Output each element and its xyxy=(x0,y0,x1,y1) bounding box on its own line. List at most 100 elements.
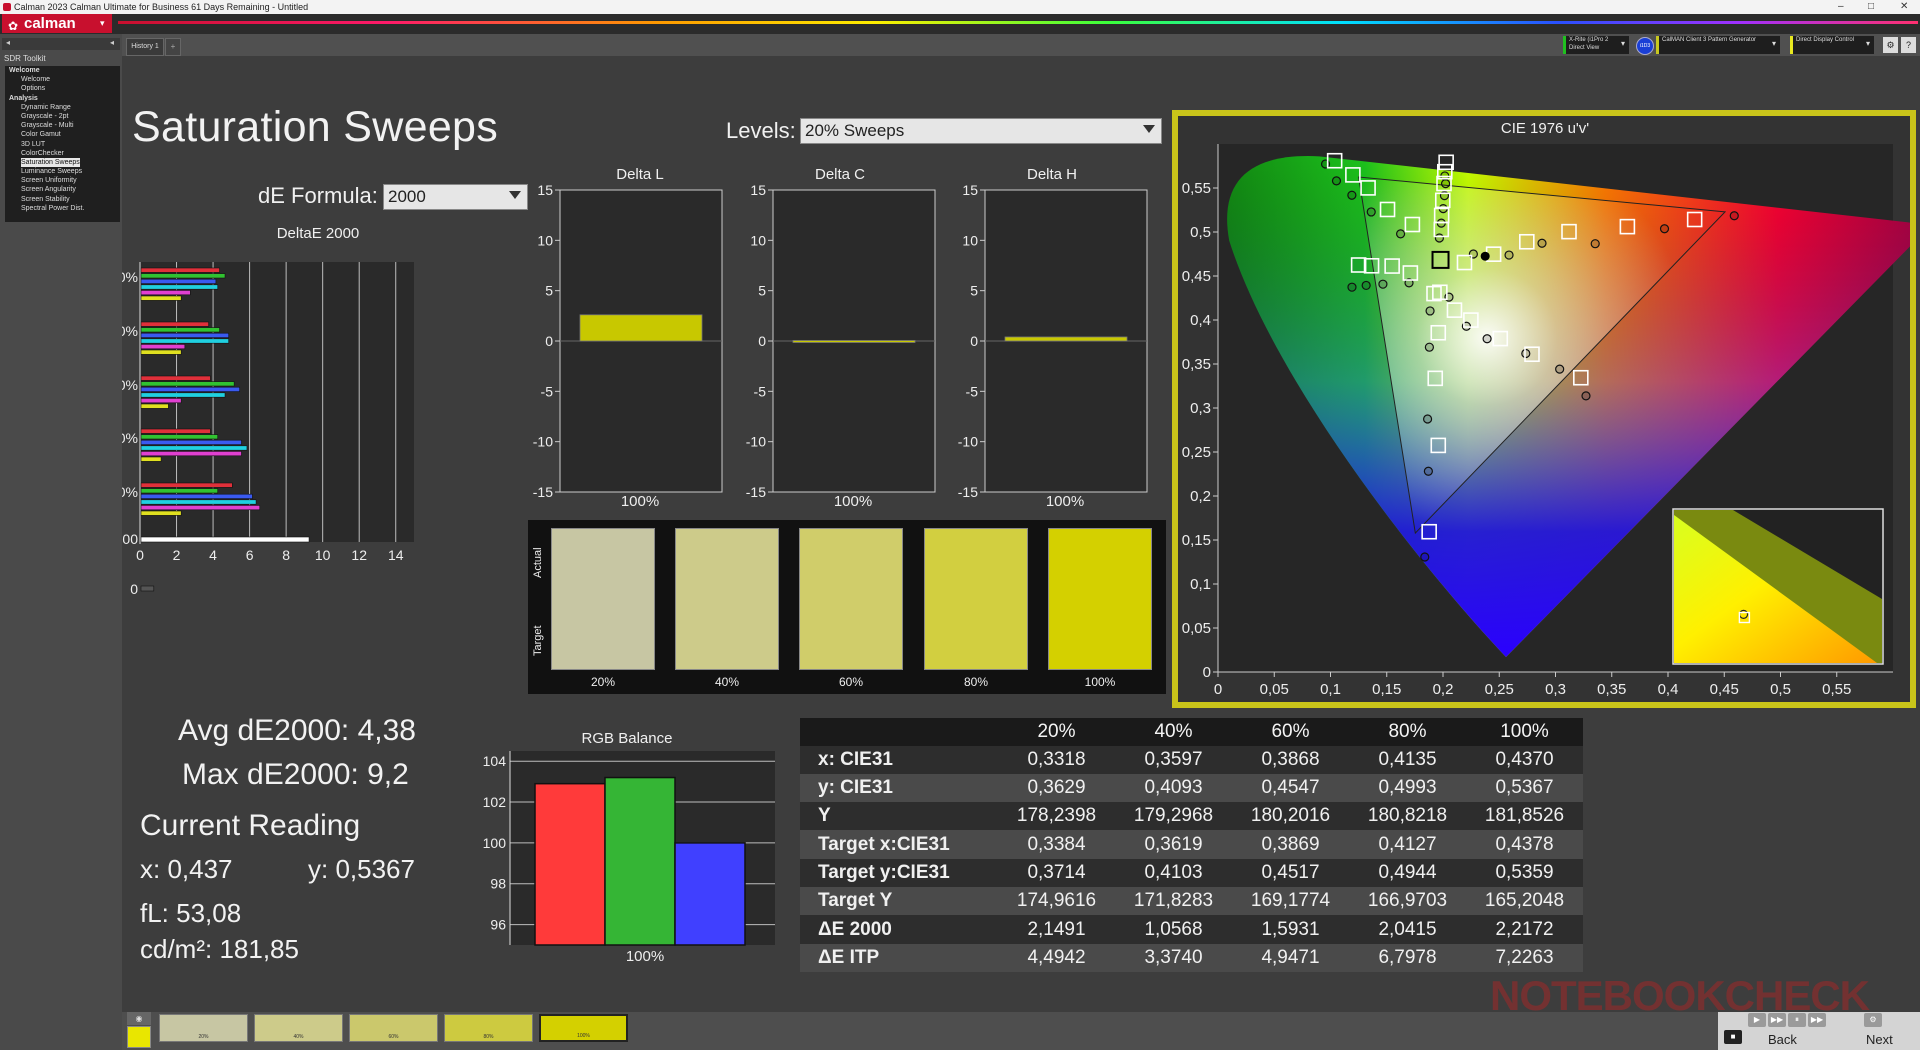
group-label: 100 xyxy=(122,531,138,547)
tree-item[interactable]: Welcome xyxy=(5,66,120,75)
y-tick-label: 0 xyxy=(758,333,766,349)
help-button[interactable]: ? xyxy=(1901,37,1916,53)
close-button[interactable]: ✕ xyxy=(1900,1,1909,12)
meter-mode: Direct View xyxy=(1569,45,1600,51)
table-cell: 180,8218 xyxy=(1349,802,1466,831)
y-tick-label: 5 xyxy=(758,283,766,299)
levels-dropdown[interactable]: 20% Sweeps xyxy=(800,118,1162,144)
table-cell: 0,4378 xyxy=(1466,830,1583,859)
thumb-label: 100% xyxy=(577,1033,590,1039)
swatch-20[interactable] xyxy=(551,528,655,670)
deltae-chart: 02468101214100%80%60%40%20%1000 xyxy=(122,262,414,597)
y-tick-label: -5 xyxy=(966,383,979,399)
target-marker xyxy=(1433,207,1450,224)
current-reading-icon[interactable]: ◉ xyxy=(127,1012,151,1025)
swatch-100[interactable] xyxy=(1048,528,1152,670)
meter-name: X-Rite (i1Pro 2 xyxy=(1569,37,1609,43)
table-cell: 0,4517 xyxy=(1232,858,1349,888)
deltae-bar xyxy=(140,505,261,511)
tree-item[interactable]: ColorChecker xyxy=(5,149,120,158)
tree-item[interactable]: Grayscale - 2pt xyxy=(5,112,120,121)
measured-point xyxy=(1521,348,1531,359)
tree-item[interactable]: Color Gamut xyxy=(5,130,120,139)
tree-item[interactable]: Screen Uniformity xyxy=(5,176,120,185)
y-tick-label: -10 xyxy=(746,434,766,450)
y-tick-label: 0,55 xyxy=(1182,180,1211,197)
tree-item[interactable]: Analysis xyxy=(5,94,120,103)
y-tick-label: 0,4 xyxy=(1190,312,1211,329)
swatch-80[interactable] xyxy=(924,528,1028,670)
calman-menu-button[interactable]: ✿ calman ▾ xyxy=(2,14,112,33)
target-marker xyxy=(1438,154,1454,171)
collapse-icon[interactable]: ◂ xyxy=(110,38,115,47)
tree-item[interactable]: Screen Angularity xyxy=(5,185,120,194)
meter-selector[interactable]: X-Rite (i1Pro 2 Direct View ▾ xyxy=(1563,36,1629,54)
tree-item[interactable]: Options xyxy=(5,84,120,93)
table-row-label: Target x:CIE31 xyxy=(800,830,998,859)
continuous-read-icon[interactable]: ▶▶ xyxy=(1768,1013,1786,1027)
tree-item[interactable]: Saturation Sweeps xyxy=(5,157,120,168)
thumb-40[interactable]: 40% xyxy=(254,1014,343,1042)
measured-point xyxy=(1537,238,1547,248)
inset-target-marker xyxy=(1738,611,1751,624)
y-tick-label: 0,45 xyxy=(1182,268,1211,285)
y-tick-label: 98 xyxy=(490,876,506,892)
deltae-bar xyxy=(140,284,219,290)
tree-item[interactable]: Dynamic Range xyxy=(5,103,120,112)
measured-point xyxy=(1590,239,1600,249)
deltae-chart-title: DeltaE 2000 xyxy=(276,225,360,242)
target-marker xyxy=(1350,257,1367,273)
thumb-100[interactable]: 100% xyxy=(539,1014,628,1042)
target-marker xyxy=(1573,369,1589,386)
swatch-40[interactable] xyxy=(675,528,779,670)
stop-icon[interactable]: ■ xyxy=(1724,1030,1742,1044)
measurement-table: 20% 40% 60% 80% 100% x: CIE31 0,3318 0,3597 0,3… xyxy=(800,718,1583,972)
deltae-bar xyxy=(140,273,226,279)
swatch-60[interactable] xyxy=(799,528,903,670)
tree-item[interactable]: Luminance Sweeps xyxy=(5,167,120,176)
deltae-bar xyxy=(140,403,169,409)
tab-history-1[interactable]: History 1 xyxy=(126,38,164,56)
tree-item[interactable]: Grayscale - Multi xyxy=(5,121,120,130)
tree-item[interactable]: Screen Stability xyxy=(5,195,120,204)
target-marker xyxy=(1402,265,1419,281)
tree-item-label: Grayscale - Multi xyxy=(21,122,74,130)
delta-c-category: 100% xyxy=(833,493,873,510)
table-row: ΔE 2000 2,1491 1,0568 1,5931 2,0415 2,2172 xyxy=(800,915,1583,944)
play-all-icon[interactable]: ▶▶ xyxy=(1808,1013,1826,1027)
y-tick-label: -10 xyxy=(958,434,978,450)
tree-item[interactable]: Spectral Power Dist. xyxy=(5,204,120,213)
tree-item[interactable]: 3D LUT xyxy=(5,140,120,149)
window-title: Calman 2023 Calman Ultimate for Business… xyxy=(14,2,309,12)
display-control-selector[interactable]: Direct Display Control ▾ xyxy=(1790,36,1874,54)
settings-button[interactable]: ⚙ xyxy=(1883,37,1898,53)
y-tick-label: -5 xyxy=(754,383,767,399)
x-tick-label: 14 xyxy=(388,547,404,563)
maximize-button[interactable]: □ xyxy=(1868,1,1875,12)
pattern-generator-selector[interactable]: CalMAN Client 3 Pattern Generator ▾ xyxy=(1656,36,1780,54)
thumb-20[interactable]: 20% xyxy=(159,1014,248,1042)
minimize-button[interactable]: – xyxy=(1838,1,1844,12)
x-tick-label: 0,35 xyxy=(1597,681,1626,698)
table-cell: 166,9703 xyxy=(1349,887,1466,916)
target-marker xyxy=(1524,346,1540,363)
settings-icon[interactable]: ⚙ xyxy=(1864,1013,1882,1027)
tree-item-label: Screen Angularity xyxy=(21,186,76,194)
thumb-80[interactable]: 80% xyxy=(444,1014,533,1042)
next-button[interactable]: Next xyxy=(1866,1032,1893,1047)
table-cell: 2,2172 xyxy=(1466,915,1583,944)
measured-point xyxy=(1395,229,1406,239)
add-tab-button[interactable]: + xyxy=(165,38,181,56)
meter-badge-icon[interactable]: i1D3 xyxy=(1636,37,1654,55)
tree-item[interactable]: Welcome xyxy=(5,75,120,84)
deltae-bar xyxy=(140,327,220,333)
thumb-60[interactable]: 60% xyxy=(349,1014,438,1042)
read-icon[interactable]: ▶ xyxy=(1748,1013,1766,1027)
group-label: 0 xyxy=(130,581,138,597)
deltae-bar xyxy=(140,488,219,494)
de-formula-dropdown[interactable]: 2000 xyxy=(383,184,528,210)
measured-black-dot xyxy=(1480,251,1490,261)
back-button[interactable]: Back xyxy=(1768,1032,1797,1047)
pin-icon[interactable]: ◂ xyxy=(6,38,11,47)
pause-icon[interactable]: ⏸ xyxy=(1788,1013,1806,1027)
